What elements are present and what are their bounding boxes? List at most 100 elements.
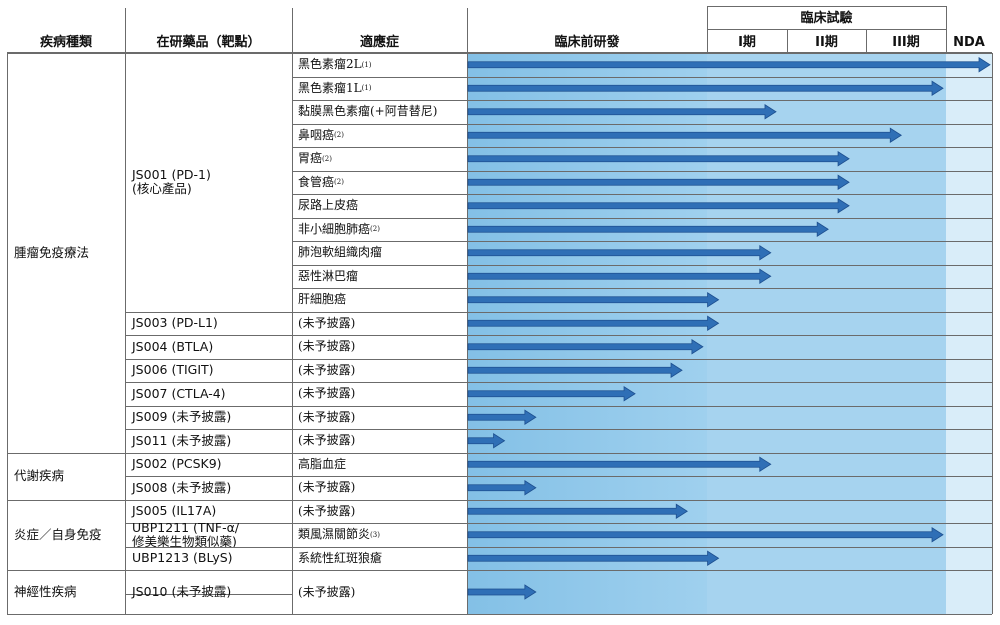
row-rule [292,288,992,289]
drug-rule [125,335,292,336]
drug-rule [125,382,292,383]
table-bottom [7,614,992,615]
row-rule [292,100,992,101]
drug-cell: JS002 (PCSK9) [127,453,290,477]
indication-label: 肝細胞癌 [293,288,466,312]
category-label: 神經性疾病 [14,584,77,600]
drug-cell: JS007 (CTLA-4) [127,382,290,406]
indication-text: 高脂血症 [298,456,347,471]
band-phase3 [866,53,946,614]
header-clinical: 臨床試驗 [800,10,853,26]
header-category: 疾病種類 [39,34,92,50]
drug-cell: JS006 (TIGIT) [127,359,290,383]
grid-line [946,6,947,53]
indication-text: 黑色素瘤2L [298,57,362,72]
indication-label: 鼻咽癌 (2) [298,127,344,142]
indication-text: (未予披露) [298,362,356,377]
header-indication: 適應症 [359,34,399,50]
drug-rule [125,500,292,501]
drug-cell: JS009 (未予披露) [127,406,290,430]
drug-name: JS008 (未予披露) [132,479,232,495]
grid-line [992,53,993,614]
indication-label: (未予披露) [293,382,466,406]
drug-cell: JS011 (未予披露) [127,429,290,453]
drug-name: JS011 (未予披露) [132,432,232,448]
drug-rule [125,523,292,524]
category-rule [7,453,125,454]
row-rule [292,241,992,242]
drug-name: JS003 (PD-L1) [132,315,218,331]
grid-top [707,6,946,7]
drug-name: JS001 (PD-1) [132,167,211,183]
indication-label: 肺泡軟組織肉瘤 [293,241,466,265]
category-rule [7,570,125,571]
category-label: 炎症／自身免疫 [14,526,102,542]
drug-name: JS009 (未予披露) [132,409,232,425]
indication-text: (未予披露) [298,584,356,599]
indication-text: (未予披露) [298,315,356,330]
indication-text: 食管癌 [298,174,335,189]
header-nda: NDA [953,34,985,50]
indication-label: 系統性紅斑狼瘡 [293,547,466,571]
grid-line [292,8,293,614]
drug-rule [125,547,292,548]
row-rule [292,547,992,548]
row-rule [292,500,992,501]
indication-label: (未予披露) [293,476,466,500]
indication-text: 惡性淋巴瘤 [298,268,359,283]
indication-label: 黑色素瘤2L (1) [298,57,372,72]
row-rule [292,406,992,407]
drug-name: JS006 (TIGIT) [132,362,214,378]
indication-text: 黑色素瘤1L [298,80,362,95]
grid-line [707,6,708,53]
indication-label: (未予披露) [293,429,466,453]
header-phase3: III期 [892,34,920,50]
drug-cell: JS001 (PD-1) (核心產品) [127,53,290,312]
drug-name: UBP1213 (BLyS) [132,550,233,566]
row-rule [292,382,992,383]
drug-rule [125,476,292,477]
category-rule [7,500,125,501]
drug-rule [125,312,292,313]
header-preclinical: 臨床前研發 [554,34,620,50]
drug-cell: JS005 (IL17A) [127,500,290,524]
header-phase1: I期 [738,34,756,50]
row-rule [292,335,992,336]
indication-text: 系統性紅斑狼瘡 [298,550,383,565]
drug-name: JS004 (BTLA) [132,338,214,354]
header-rule [7,52,992,53]
indication-label: (未予披露) [293,359,466,383]
indication-text: 黏膜黑色素瘤(+阿昔替尼) [298,104,438,119]
header-phase2: II期 [815,34,838,50]
indication-label: (未予披露) [293,406,466,430]
indication-text: 鼻咽癌 [298,127,335,142]
indication-label: (未予披露) [293,500,466,524]
row-rule [292,194,992,195]
row-rule [292,359,992,360]
indication-label: 非小細胞肺癌 (2) [298,221,380,236]
grid-line [866,29,867,53]
indication-label: 黑色素瘤1L (1) [298,80,372,95]
indication-label: 黏膜黑色素瘤(+阿昔替尼) [293,100,466,124]
indication-label: (未予披露) [293,312,466,336]
indication-text: 肝細胞癌 [298,292,347,307]
drug-name: JS005 (IL17A) [132,503,217,519]
drug-cell: JS010 (未予披露) [127,570,290,614]
row-rule [292,570,992,571]
indication-text: (未予披露) [298,480,356,495]
indication-text: (未予披露) [298,409,356,424]
row-rule [292,171,992,172]
drug-rule [125,594,292,595]
header-drug: 在研藥品（靶點） [156,34,261,50]
indication-text: 非小細胞肺癌 [298,221,371,236]
drug-name: JS010 (未予披露) [132,584,232,599]
grid-line [7,53,8,614]
drug-name: UBP1211 (TNF-α/ [132,523,240,535]
indication-label: 尿路上皮癌 [293,194,466,218]
indication-text: 類風濕關節炎 [298,527,371,542]
row-rule [292,312,992,313]
row-rule [292,265,992,266]
indication-label: 惡性淋巴瘤 [293,265,466,289]
drug-cell: UBP1213 (BLyS) [127,547,290,571]
